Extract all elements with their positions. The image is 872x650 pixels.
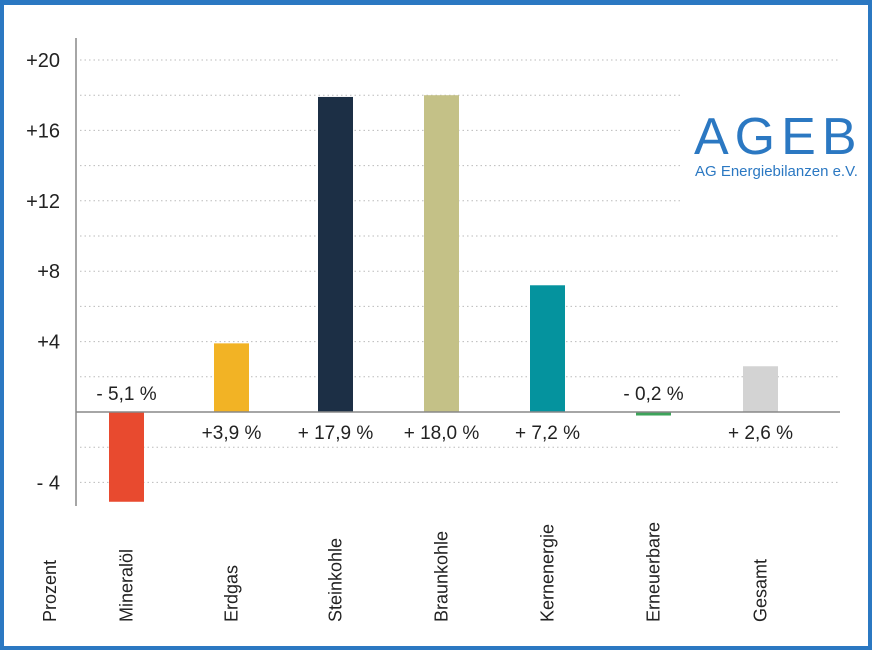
bar-mineralöl (109, 412, 144, 502)
category-label: Gesamt (751, 559, 771, 622)
bar-erneuerbare (636, 412, 671, 416)
data-labels: - 5,1 % +3,9 % + 17,9 % + 18,0 % + 7,2 % - 0,… (96, 384, 793, 444)
y-axis-label: Prozent (40, 560, 60, 622)
bar-gesamt (743, 366, 778, 412)
bars (109, 95, 778, 502)
data-label: - 0,2 % (623, 384, 683, 405)
bar-braunkohle (424, 95, 459, 412)
svg-text:AG Energiebilanzen e.V.: AG Energiebilanzen e.V. (695, 163, 858, 180)
y-tick-label: +12 (26, 191, 60, 213)
y-tick-label: +16 (26, 120, 60, 142)
category-label: Steinkohle (326, 538, 346, 622)
category-label: Kernenergie (538, 524, 558, 622)
ageb-logo: AGEB AG Energiebilanzen e.V. (694, 108, 863, 180)
bar-kernenergie (530, 285, 565, 412)
bar-erdgas (214, 343, 249, 412)
y-tick-label: +4 (37, 332, 60, 354)
data-label: + 7,2 % (515, 423, 580, 444)
y-ticks: +20 +16 +12 +8 +4 - 4 (26, 50, 60, 494)
y-tick-label: +20 (26, 50, 60, 72)
y-tick-label: - 4 (37, 472, 60, 494)
y-tick-label: +8 (37, 261, 60, 283)
data-label: + 18,0 % (404, 423, 480, 444)
category-label: Mineralöl (117, 549, 137, 622)
category-labels: Mineralöl Erdgas Steinkohle Braunkohle Kerne… (117, 522, 771, 622)
category-label: Erdgas (222, 565, 242, 622)
data-label: + 17,9 % (298, 423, 374, 444)
category-label: Erneuerbare (644, 522, 664, 622)
data-label: +3,9 % (202, 423, 262, 444)
svg-text:AGEB: AGEB (694, 108, 863, 166)
data-label: + 2,6 % (728, 423, 793, 444)
bar-steinkohle (318, 96, 353, 413)
gridlines (80, 59, 840, 483)
data-label: - 5,1 % (96, 384, 156, 405)
category-label: Braunkohle (432, 531, 452, 622)
